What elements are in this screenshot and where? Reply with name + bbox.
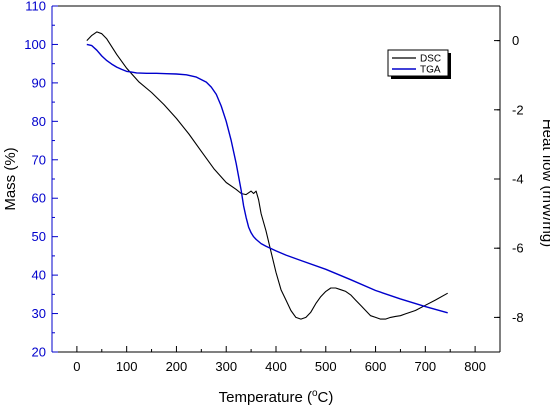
x-tick-label: 400 xyxy=(265,359,287,374)
y-left-tick-label: 110 xyxy=(25,0,46,14)
series-line-tga xyxy=(86,43,448,314)
x-tick-label: 300 xyxy=(215,359,237,374)
legend-box xyxy=(387,49,449,77)
y-left-tick-label: 70 xyxy=(32,152,46,167)
series-line-dsc xyxy=(86,31,448,320)
legend-label-tga: TGA xyxy=(420,65,441,76)
y-right-tick-label: 0 xyxy=(512,33,519,48)
x-axis-title-superscript: o xyxy=(312,388,318,399)
x-axis-title-text: Temperature ( xyxy=(219,389,312,406)
y-right-tick-label: -4 xyxy=(512,172,524,187)
y-left-tick-label: 40 xyxy=(32,268,46,283)
y-left-tick-label: 60 xyxy=(32,191,46,206)
y-right-tick-label: -6 xyxy=(512,241,524,256)
y-left-axis-title: Mass (%) xyxy=(2,147,19,210)
y-left-tick-label: 80 xyxy=(32,114,46,129)
y-left-tick-label: 50 xyxy=(32,229,46,244)
y-right-tick-label: -8 xyxy=(512,310,524,325)
x-tick-label: 600 xyxy=(365,359,387,374)
y-right-axis-title: Heat flow (mW/mg) xyxy=(539,119,550,247)
y-right-tick-label: -2 xyxy=(512,102,524,117)
x-axis-title: Temperature (oC) xyxy=(219,388,334,406)
x-axis-title-tail: C) xyxy=(318,389,334,406)
x-tick-label: 800 xyxy=(464,359,486,374)
y-left-tick-label: 90 xyxy=(32,75,46,90)
y-left-tick-label: 30 xyxy=(32,306,46,321)
y-left-tick-label: 20 xyxy=(32,345,46,360)
y-left-tick-label: 100 xyxy=(24,37,46,52)
legend-label-dsc: DSC xyxy=(420,54,441,65)
x-tick-label: 200 xyxy=(166,359,188,374)
x-tick-label: 700 xyxy=(414,359,436,374)
x-tick-label: 0 xyxy=(73,359,80,374)
x-tick-label: 100 xyxy=(116,359,138,374)
legend: DSC TGA xyxy=(387,49,451,79)
x-tick-label: 500 xyxy=(315,359,337,374)
